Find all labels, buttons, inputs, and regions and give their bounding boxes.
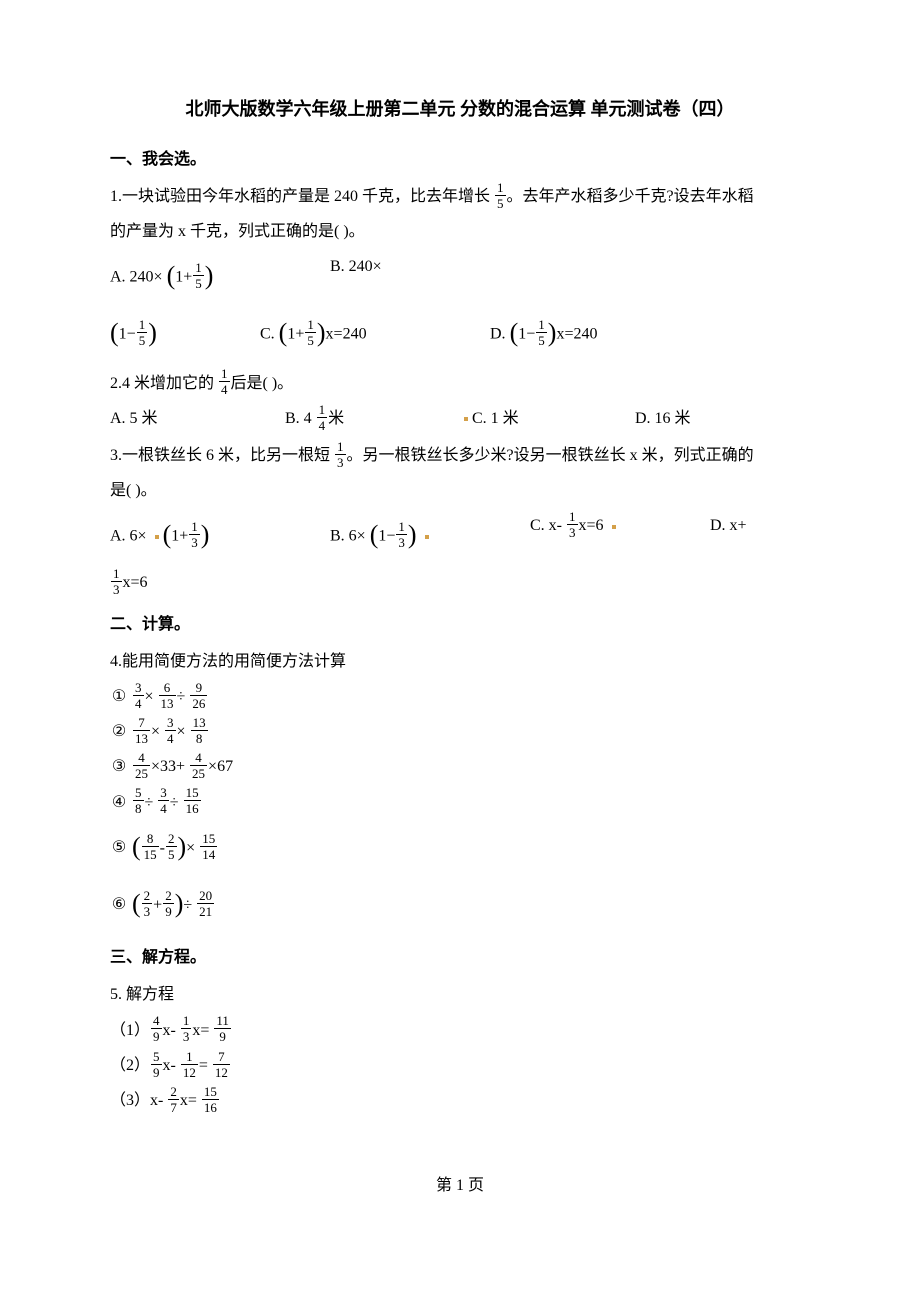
fraction: 49 <box>151 1014 162 1043</box>
calc-item: ② 713× 34× 138 <box>110 714 810 749</box>
section-1-heading: 一、我会选。 <box>110 142 810 177</box>
q1-option-b-part1: B. 240× <box>330 249 510 306</box>
q1-option-a: A. 240× (1+15) <box>110 249 330 306</box>
fraction: 1514 <box>200 832 217 861</box>
q5-stem: 5. 解方程 <box>110 977 810 1012</box>
q2-option-a: A. 5 米 <box>110 401 285 436</box>
fraction: 119 <box>214 1014 231 1043</box>
section-3-heading: 三、解方程。 <box>110 940 810 975</box>
fraction: 425 <box>133 751 150 780</box>
fraction: 34 <box>165 716 176 745</box>
q2-option-d: D. 16 米 <box>635 401 810 436</box>
calc-item: ⑤ (815-25)× 1514 <box>110 820 810 877</box>
section-2-heading: 二、计算。 <box>110 607 810 642</box>
calc-item: ③ 425×33+ 425×67 <box>110 749 810 784</box>
fraction: 13 <box>181 1014 192 1043</box>
bullet-icon <box>612 525 616 529</box>
fraction: 1516 <box>202 1085 219 1114</box>
equation-item: （2）59x- 112= 712 <box>110 1048 810 1083</box>
fraction: 138 <box>191 716 208 745</box>
question-2: 2.4 米增加它的 14后是( )。 A. 5 米 B. 4 14米 C. 1 … <box>110 366 810 436</box>
q3-stem-b: 。另一根铁丝长多少米?设另一根铁丝长 x 米，列式正确的 <box>347 447 754 464</box>
q2-option-b: B. 4 14米 <box>285 401 460 436</box>
q2-option-c: C. 1 米 <box>460 401 635 436</box>
q3-option-d-tail: 13x=6 <box>110 565 810 600</box>
q1-stem-a: 1.一块试验田今年水稻的产量是 240 千克，比去年增长 <box>110 188 494 205</box>
q3-option-a: A. 6× (1+13) <box>110 508 330 565</box>
bullet-icon <box>425 535 429 539</box>
fraction: 713 <box>133 716 150 745</box>
q3-option-c: C. x- 13x=6 <box>530 508 710 565</box>
question-1: 1.一块试验田今年水稻的产量是 240 千克，比去年增长 15。去年产水稻多少千… <box>110 179 810 364</box>
q1-option-d: D. (1−15)x=240 <box>490 306 597 363</box>
q3-stem-c: 是( )。 <box>110 473 810 508</box>
fraction: 926 <box>190 681 207 710</box>
question-4: 4.能用简便方法的用简便方法计算 ① 34× 613÷ 926② 713× 34… <box>110 644 810 934</box>
q1-stem-b: 。去年产水稻多少千克?设去年水稻 <box>507 188 754 205</box>
equation-item: （3）x- 27x= 1516 <box>110 1083 810 1118</box>
fraction: 58 <box>133 786 144 815</box>
calc-item: ⑥ (23+29)÷ 2021 <box>110 877 810 934</box>
fraction: 59 <box>151 1050 162 1079</box>
question-3: 3.一根铁丝长 6 米，比另一根短 13。另一根铁丝长多少米?设另一根铁丝长 x… <box>110 438 810 601</box>
fraction: 27 <box>168 1085 179 1114</box>
fraction: 29 <box>163 889 174 918</box>
q1-option-c: C. (1+15)x=240 <box>260 306 490 363</box>
page-footer: 第 1 页 <box>110 1168 810 1203</box>
q1-stem-c: 的产量为 x 千克，列式正确的是( )。 <box>110 214 810 249</box>
fraction: 1516 <box>184 786 201 815</box>
fraction: 23 <box>142 889 153 918</box>
fraction: 112 <box>181 1050 198 1079</box>
fraction: 15 <box>495 181 506 210</box>
q2-stem-b: 后是( )。 <box>231 375 294 392</box>
q3-stem-a: 3.一根铁丝长 6 米，比另一根短 <box>110 447 334 464</box>
fraction: 25 <box>166 832 177 861</box>
q1-option-b-part2: (1−15) <box>110 306 260 363</box>
fraction: 34 <box>133 681 144 710</box>
equation-item: （1）49x- 13x= 119 <box>110 1013 810 1048</box>
fraction: 712 <box>213 1050 230 1079</box>
page-title: 北师大版数学六年级上册第二单元 分数的混合运算 单元测试卷（四） <box>110 90 810 130</box>
fraction: 34 <box>158 786 169 815</box>
fraction: 425 <box>190 751 207 780</box>
calc-item: ① 34× 613÷ 926 <box>110 679 810 714</box>
fraction: 815 <box>142 832 159 861</box>
q3-option-b: B. 6× (1−13) <box>330 508 530 565</box>
fraction: 2021 <box>197 889 214 918</box>
fraction: 613 <box>159 681 176 710</box>
question-5: 5. 解方程 （1）49x- 13x= 119（2）59x- 112= 712（… <box>110 977 810 1118</box>
q3-option-d: D. x+ <box>710 508 810 565</box>
bullet-icon <box>155 535 159 539</box>
q4-stem: 4.能用简便方法的用简便方法计算 <box>110 644 810 679</box>
q2-stem-a: 2.4 米增加它的 <box>110 375 218 392</box>
calc-item: ④ 58÷ 34÷ 1516 <box>110 785 810 820</box>
bullet-icon <box>464 417 468 421</box>
